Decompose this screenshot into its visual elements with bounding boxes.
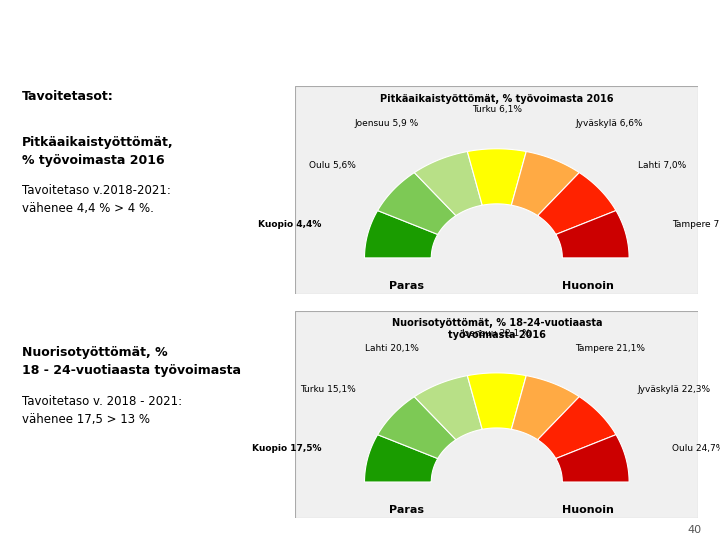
Text: Lahti 20,1%: Lahti 20,1% [365, 343, 418, 353]
Text: Turku 15,1%: Turku 15,1% [300, 385, 356, 394]
Text: Nuorisotyöttömät, % 18-24-vuotiaasta
työvoimasta 2016: Nuorisotyöttömät, % 18-24-vuotiaasta työ… [392, 318, 602, 340]
Polygon shape [511, 376, 580, 440]
Polygon shape [364, 435, 438, 482]
Text: Turku 6,1%: Turku 6,1% [472, 105, 522, 114]
Polygon shape [414, 376, 482, 440]
Polygon shape [467, 149, 526, 205]
Text: Kuopio 17,5%: Kuopio 17,5% [251, 444, 321, 454]
Text: Pitkäaikaistyöttömät, % työvoimasta 2016: Pitkäaikaistyöttömät, % työvoimasta 2016 [380, 93, 613, 104]
Text: Oulu 5,6%: Oulu 5,6% [309, 161, 356, 170]
Polygon shape [538, 173, 616, 234]
Polygon shape [556, 435, 629, 482]
Polygon shape [556, 211, 629, 258]
Polygon shape [377, 397, 456, 458]
Polygon shape [414, 152, 482, 215]
Text: Pitkäaikaistyöttömät,
% työvoimasta 2016: Pitkäaikaistyöttömät, % työvoimasta 2016 [22, 136, 174, 167]
Polygon shape [511, 152, 580, 215]
FancyBboxPatch shape [295, 310, 698, 518]
Text: Joensuu 5,9 %: Joensuu 5,9 % [354, 119, 418, 129]
Text: Paras: Paras [389, 281, 423, 291]
Text: Huonoin: Huonoin [562, 505, 613, 515]
Text: Työllistymisen mittareita, tilanne Kuopiossa vs koko
maa: Työllistymisen mittareita, tilanne Kuopi… [53, 15, 667, 63]
Text: Tavoitetaso v.2018-2021:
vähenee 4,4 % > 4 %.: Tavoitetaso v.2018-2021: vähenee 4,4 % >… [22, 185, 171, 215]
Text: Kuopio 4,4%: Kuopio 4,4% [258, 220, 321, 230]
Polygon shape [467, 373, 526, 429]
Text: Tavoitetasot:: Tavoitetasot: [22, 90, 113, 103]
Text: Lahti 7,0%: Lahti 7,0% [638, 161, 686, 170]
Text: Jyväskylä 22,3%: Jyväskylä 22,3% [638, 385, 711, 394]
Text: Nuorisotyöttömät, %
18 - 24-vuotiaasta työvoimasta: Nuorisotyöttömät, % 18 - 24-vuotiaasta t… [22, 346, 240, 377]
Text: Huonoin: Huonoin [562, 281, 613, 291]
Polygon shape [538, 397, 616, 458]
Text: Tampere 7,2%: Tampere 7,2% [672, 220, 720, 230]
Text: Tampere 21,1%: Tampere 21,1% [575, 343, 645, 353]
FancyBboxPatch shape [295, 86, 698, 294]
Text: 40: 40 [688, 525, 702, 535]
Polygon shape [364, 211, 438, 258]
Text: Oulu 24,7%: Oulu 24,7% [672, 444, 720, 454]
Text: Joensuu 22,1 %: Joensuu 22,1 % [462, 329, 531, 338]
Text: Jyväskylä 6,6%: Jyväskylä 6,6% [575, 119, 643, 129]
Text: Paras: Paras [389, 505, 423, 515]
Polygon shape [377, 173, 456, 234]
Text: Tavoitetaso v. 2018 - 2021:
vähenee 17,5 > 13 %: Tavoitetaso v. 2018 - 2021: vähenee 17,5… [22, 395, 181, 426]
